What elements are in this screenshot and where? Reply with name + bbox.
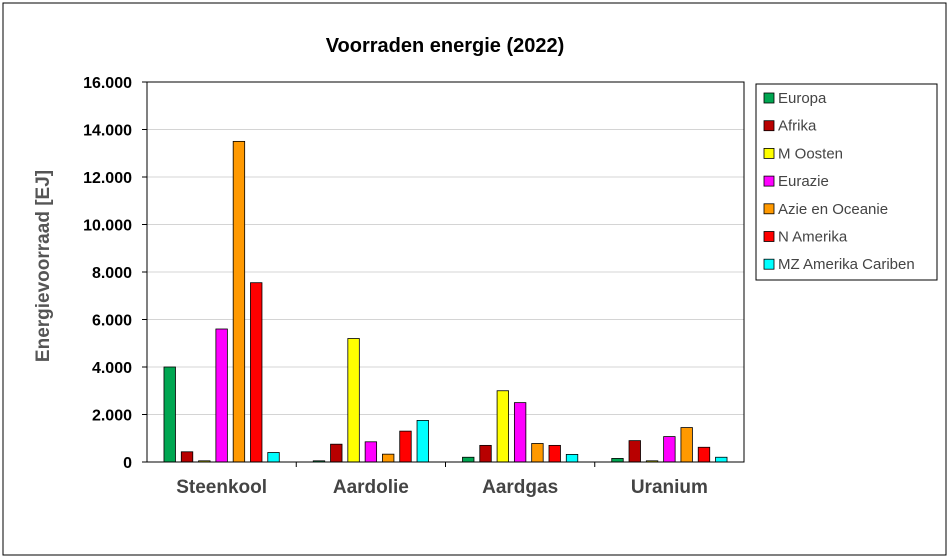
legend-swatch [763,258,775,270]
bar-aardolie-azie-en-oceanie [382,453,395,463]
bar-steenkool-europa [163,366,176,463]
chart-title: Voorraden energie (2022) [326,35,565,57]
legend-swatch [763,120,775,132]
legend-swatch [763,175,775,187]
legend-label: Eurazie [778,173,829,190]
legend-swatch [763,92,775,104]
bar-aardolie-eurazie [364,441,378,463]
legend-swatch [763,147,775,159]
bar-steenkool-afrika [180,451,194,463]
bar-aardgas-eurazie [513,402,527,463]
y-axis-label: Energievoorraad [EJ] [33,170,54,362]
legend-label: MZ Amerika Cariben [778,256,915,273]
bar-steenkool-mz-amerika-cariben [267,452,280,463]
x-tick-label: Uranium [631,477,708,498]
bar-aardgas-europa [462,456,475,463]
bar-aardolie-afrika [330,443,343,463]
y-tick-label: 4.000 [92,360,132,377]
legend-label: Europa [778,90,827,107]
y-tick-label: 10.000 [83,218,132,235]
bar-steenkool-n-amerika [250,282,263,463]
bar-aardgas-azie-en-oceanie [531,443,544,463]
legend-swatch [763,231,775,242]
y-tick-label: 12.000 [83,170,132,187]
x-tick-label: Aardgas [482,477,558,498]
y-tick-label: 0 [123,455,132,472]
y-tick-label: 2.000 [92,408,132,425]
bar-aardgas-afrika [479,444,492,463]
bar-uranium-afrika [628,440,641,463]
legend-swatch [763,203,775,215]
bar-uranium-eurazie [663,436,676,463]
legend-label: M Oosten [778,145,843,162]
y-tick-label: 8.000 [92,265,132,282]
legend: Europa Afrika M Oosten Eurazie Azie en Ocean… [755,83,938,281]
y-tick-label: 16.000 [83,75,132,92]
bar-aardgas-mz-amerika-cariben [565,453,579,463]
legend-box [755,83,938,281]
y-ticks: 0 2.000 4.000 6.000 8.000 10.000 12.000 14.000 1… [83,75,147,472]
gridlines [147,129,744,415]
bar-aardgas-n-amerika [548,444,561,463]
bar-uranium-mz-amerika-cariben [715,456,728,463]
bar-aardolie-mz-amerika-cariben [416,420,429,463]
bar-uranium-n-amerika [697,446,711,463]
x-tick-label: Steenkool [176,477,267,498]
bar-aardolie-m-oosten [347,338,360,463]
legend-label: N Amerika [778,229,848,246]
x-tick-label: Aardolie [333,477,409,498]
bar-uranium-azie-en-oceanie [680,427,693,463]
x-ticks: Steenkool Aardolie Aardgas Uranium [176,462,708,498]
legend-label: Afrika [778,118,817,135]
bar-aardolie-n-amerika [399,430,412,463]
y-tick-label: 6.000 [92,313,132,330]
bar-uranium-europa [611,458,624,463]
legend-label: Azie en Oceanie [778,201,888,218]
bar-aardgas-m-oosten [496,390,509,463]
y-tick-label: 14.000 [83,123,132,140]
bar-steenkool-azie-en-oceanie [232,140,246,463]
bar-steenkool-eurazie [215,328,228,463]
